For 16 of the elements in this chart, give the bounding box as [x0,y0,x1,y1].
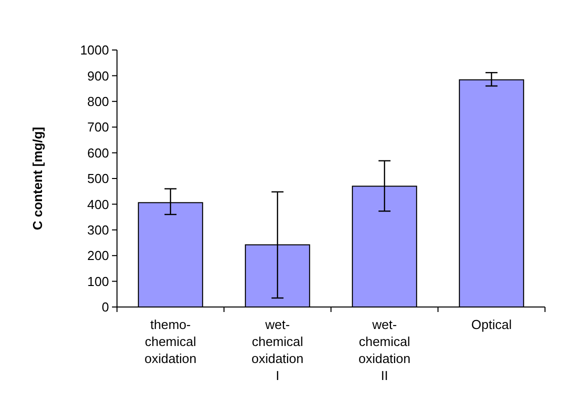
y-tick-label: 900 [87,68,109,84]
y-axis-title: C content [mg/g] [30,126,45,230]
y-tick-label: 0 [102,300,109,315]
x-tick-label: wet-chemical oxidation II [358,317,411,383]
y-tick-label: 1000 [80,42,109,58]
y-tick-label: 400 [87,196,109,212]
y-tick-label: 700 [87,120,109,135]
y-tick-label: 600 [87,145,109,160]
x-tick-label: themo-chemical oxidation [144,317,197,366]
y-tick-label: 300 [87,222,109,238]
y-tick-label: 100 [87,274,109,289]
y-tick-label: 200 [87,248,109,264]
y-tick-label: 500 [87,171,109,186]
y-tick-label: 800 [87,94,109,109]
x-tick-label: Optical [471,317,512,332]
x-tick-label: wet-chemical oxidation I [251,317,304,383]
